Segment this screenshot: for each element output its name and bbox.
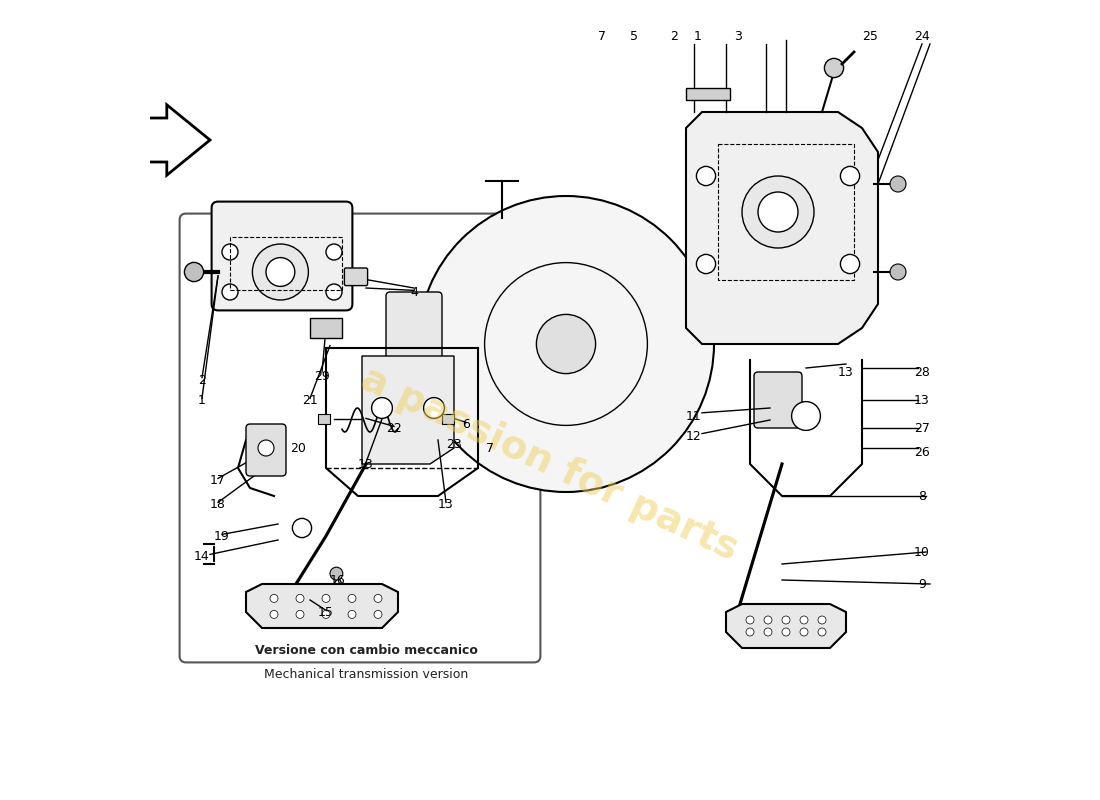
Text: 9: 9 — [918, 578, 926, 590]
Circle shape — [418, 196, 714, 492]
Text: 16: 16 — [330, 574, 345, 586]
Circle shape — [222, 244, 238, 260]
FancyBboxPatch shape — [386, 292, 442, 364]
Circle shape — [293, 518, 311, 538]
FancyBboxPatch shape — [344, 268, 367, 286]
FancyBboxPatch shape — [179, 214, 540, 662]
Circle shape — [296, 610, 304, 618]
Text: 17: 17 — [210, 474, 225, 486]
Text: 14: 14 — [194, 550, 210, 562]
Circle shape — [764, 628, 772, 636]
Polygon shape — [362, 356, 454, 464]
Circle shape — [746, 628, 754, 636]
Circle shape — [792, 402, 821, 430]
Polygon shape — [686, 112, 878, 344]
Text: 24: 24 — [914, 30, 929, 42]
Circle shape — [742, 176, 814, 248]
Text: 20: 20 — [290, 442, 306, 454]
Text: a passion for parts: a passion for parts — [355, 360, 745, 568]
FancyBboxPatch shape — [211, 202, 352, 310]
Text: 27: 27 — [914, 422, 929, 434]
Circle shape — [746, 616, 754, 624]
Text: 8: 8 — [918, 490, 926, 502]
Circle shape — [258, 440, 274, 456]
Circle shape — [330, 567, 343, 580]
Text: 25: 25 — [862, 30, 878, 42]
Text: 2: 2 — [198, 374, 206, 386]
Circle shape — [348, 610, 356, 618]
Text: 18: 18 — [210, 498, 225, 510]
Text: 6: 6 — [462, 418, 470, 430]
Text: 2: 2 — [670, 30, 678, 42]
Polygon shape — [726, 604, 846, 648]
Text: 23: 23 — [447, 438, 462, 450]
Text: 1: 1 — [198, 394, 206, 406]
Circle shape — [326, 284, 342, 300]
FancyBboxPatch shape — [246, 424, 286, 476]
Circle shape — [782, 616, 790, 624]
Text: 19: 19 — [214, 530, 230, 542]
Circle shape — [322, 610, 330, 618]
Circle shape — [185, 262, 204, 282]
Circle shape — [374, 594, 382, 602]
Circle shape — [758, 192, 798, 232]
Text: 13: 13 — [914, 394, 929, 406]
FancyBboxPatch shape — [754, 372, 802, 428]
Text: 13: 13 — [438, 498, 454, 510]
Bar — [686, 88, 730, 100]
Circle shape — [270, 594, 278, 602]
Text: 11: 11 — [686, 410, 702, 422]
Circle shape — [824, 58, 844, 78]
Circle shape — [222, 284, 238, 300]
Text: 3: 3 — [734, 30, 741, 42]
Circle shape — [348, 594, 356, 602]
Circle shape — [326, 244, 342, 260]
Circle shape — [890, 176, 906, 192]
Circle shape — [266, 258, 295, 286]
Text: 7: 7 — [486, 442, 494, 454]
Circle shape — [840, 254, 859, 274]
Circle shape — [818, 628, 826, 636]
Text: 13: 13 — [838, 366, 854, 378]
Text: 28: 28 — [914, 366, 929, 378]
Circle shape — [270, 610, 278, 618]
Text: 7: 7 — [598, 30, 606, 42]
Circle shape — [537, 314, 595, 374]
Circle shape — [374, 610, 382, 618]
Circle shape — [800, 616, 808, 624]
Circle shape — [296, 594, 304, 602]
Circle shape — [372, 398, 393, 418]
Text: 26: 26 — [914, 446, 929, 458]
Text: 12: 12 — [686, 430, 702, 442]
Circle shape — [424, 398, 444, 418]
Circle shape — [322, 594, 330, 602]
Bar — [230, 237, 342, 290]
Text: 4: 4 — [410, 286, 418, 298]
Bar — [442, 414, 454, 424]
Circle shape — [696, 254, 716, 274]
Text: 1: 1 — [694, 30, 702, 42]
Circle shape — [782, 628, 790, 636]
Bar — [310, 318, 342, 338]
Circle shape — [252, 244, 308, 300]
Text: 21: 21 — [302, 394, 318, 406]
Text: 10: 10 — [914, 546, 929, 558]
Circle shape — [890, 264, 906, 280]
Text: Versione con cambio meccanico: Versione con cambio meccanico — [254, 644, 477, 657]
Circle shape — [840, 166, 859, 186]
Circle shape — [764, 616, 772, 624]
Bar — [318, 414, 330, 424]
Polygon shape — [114, 105, 210, 175]
Circle shape — [800, 628, 808, 636]
Polygon shape — [246, 584, 398, 628]
Circle shape — [696, 166, 716, 186]
Text: 15: 15 — [318, 606, 334, 618]
Text: Mechanical transmission version: Mechanical transmission version — [264, 668, 469, 681]
Text: 5: 5 — [630, 30, 638, 42]
Text: 22: 22 — [386, 422, 402, 434]
Text: 29: 29 — [315, 370, 330, 382]
Text: 13: 13 — [359, 458, 374, 470]
Circle shape — [818, 616, 826, 624]
